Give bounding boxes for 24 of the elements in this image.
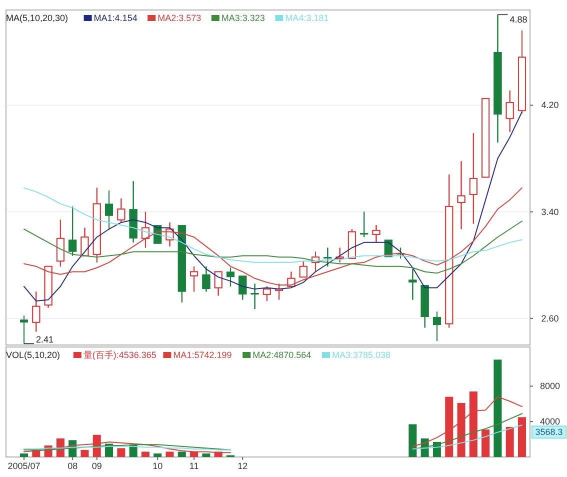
legend-label: MA2:4870.564 xyxy=(252,350,312,360)
y-tick-label: 4.20 xyxy=(541,100,559,110)
legend-title: VOL(5,10,20) xyxy=(6,350,60,360)
y-tick-label: 3.40 xyxy=(541,206,559,217)
legend-label: MA3:3785.038 xyxy=(332,350,391,360)
x-tick-label: 08 xyxy=(68,461,78,471)
y-tick-label: 2.60 xyxy=(541,313,559,324)
legend-label: MA3:3.323 xyxy=(221,13,265,23)
y-tick-label: 8000 xyxy=(540,381,560,392)
x-tick-label: 2005/07 xyxy=(8,461,40,471)
legend-label: MA1:4.154 xyxy=(94,13,138,23)
legend-title: MA(5,10,20,30) xyxy=(6,13,68,23)
legend-label: MA2:3.573 xyxy=(158,13,202,23)
legend-label: 量(百手):4536.365 xyxy=(83,350,156,360)
x-tick-label: 12 xyxy=(238,461,248,471)
x-tick-label: 11 xyxy=(189,461,199,471)
x-tick-label: 09 xyxy=(92,461,102,471)
annotation: 4.88 xyxy=(510,14,528,25)
y-tick-label: 4000 xyxy=(540,416,560,427)
x-tick-label: 10 xyxy=(152,461,163,471)
annotation: 2.41 xyxy=(36,334,54,345)
legend-label: MA1:5742.199 xyxy=(173,350,232,360)
legend-label: MA4:3.181 xyxy=(285,13,329,23)
text: 3568.3 xyxy=(535,427,563,438)
